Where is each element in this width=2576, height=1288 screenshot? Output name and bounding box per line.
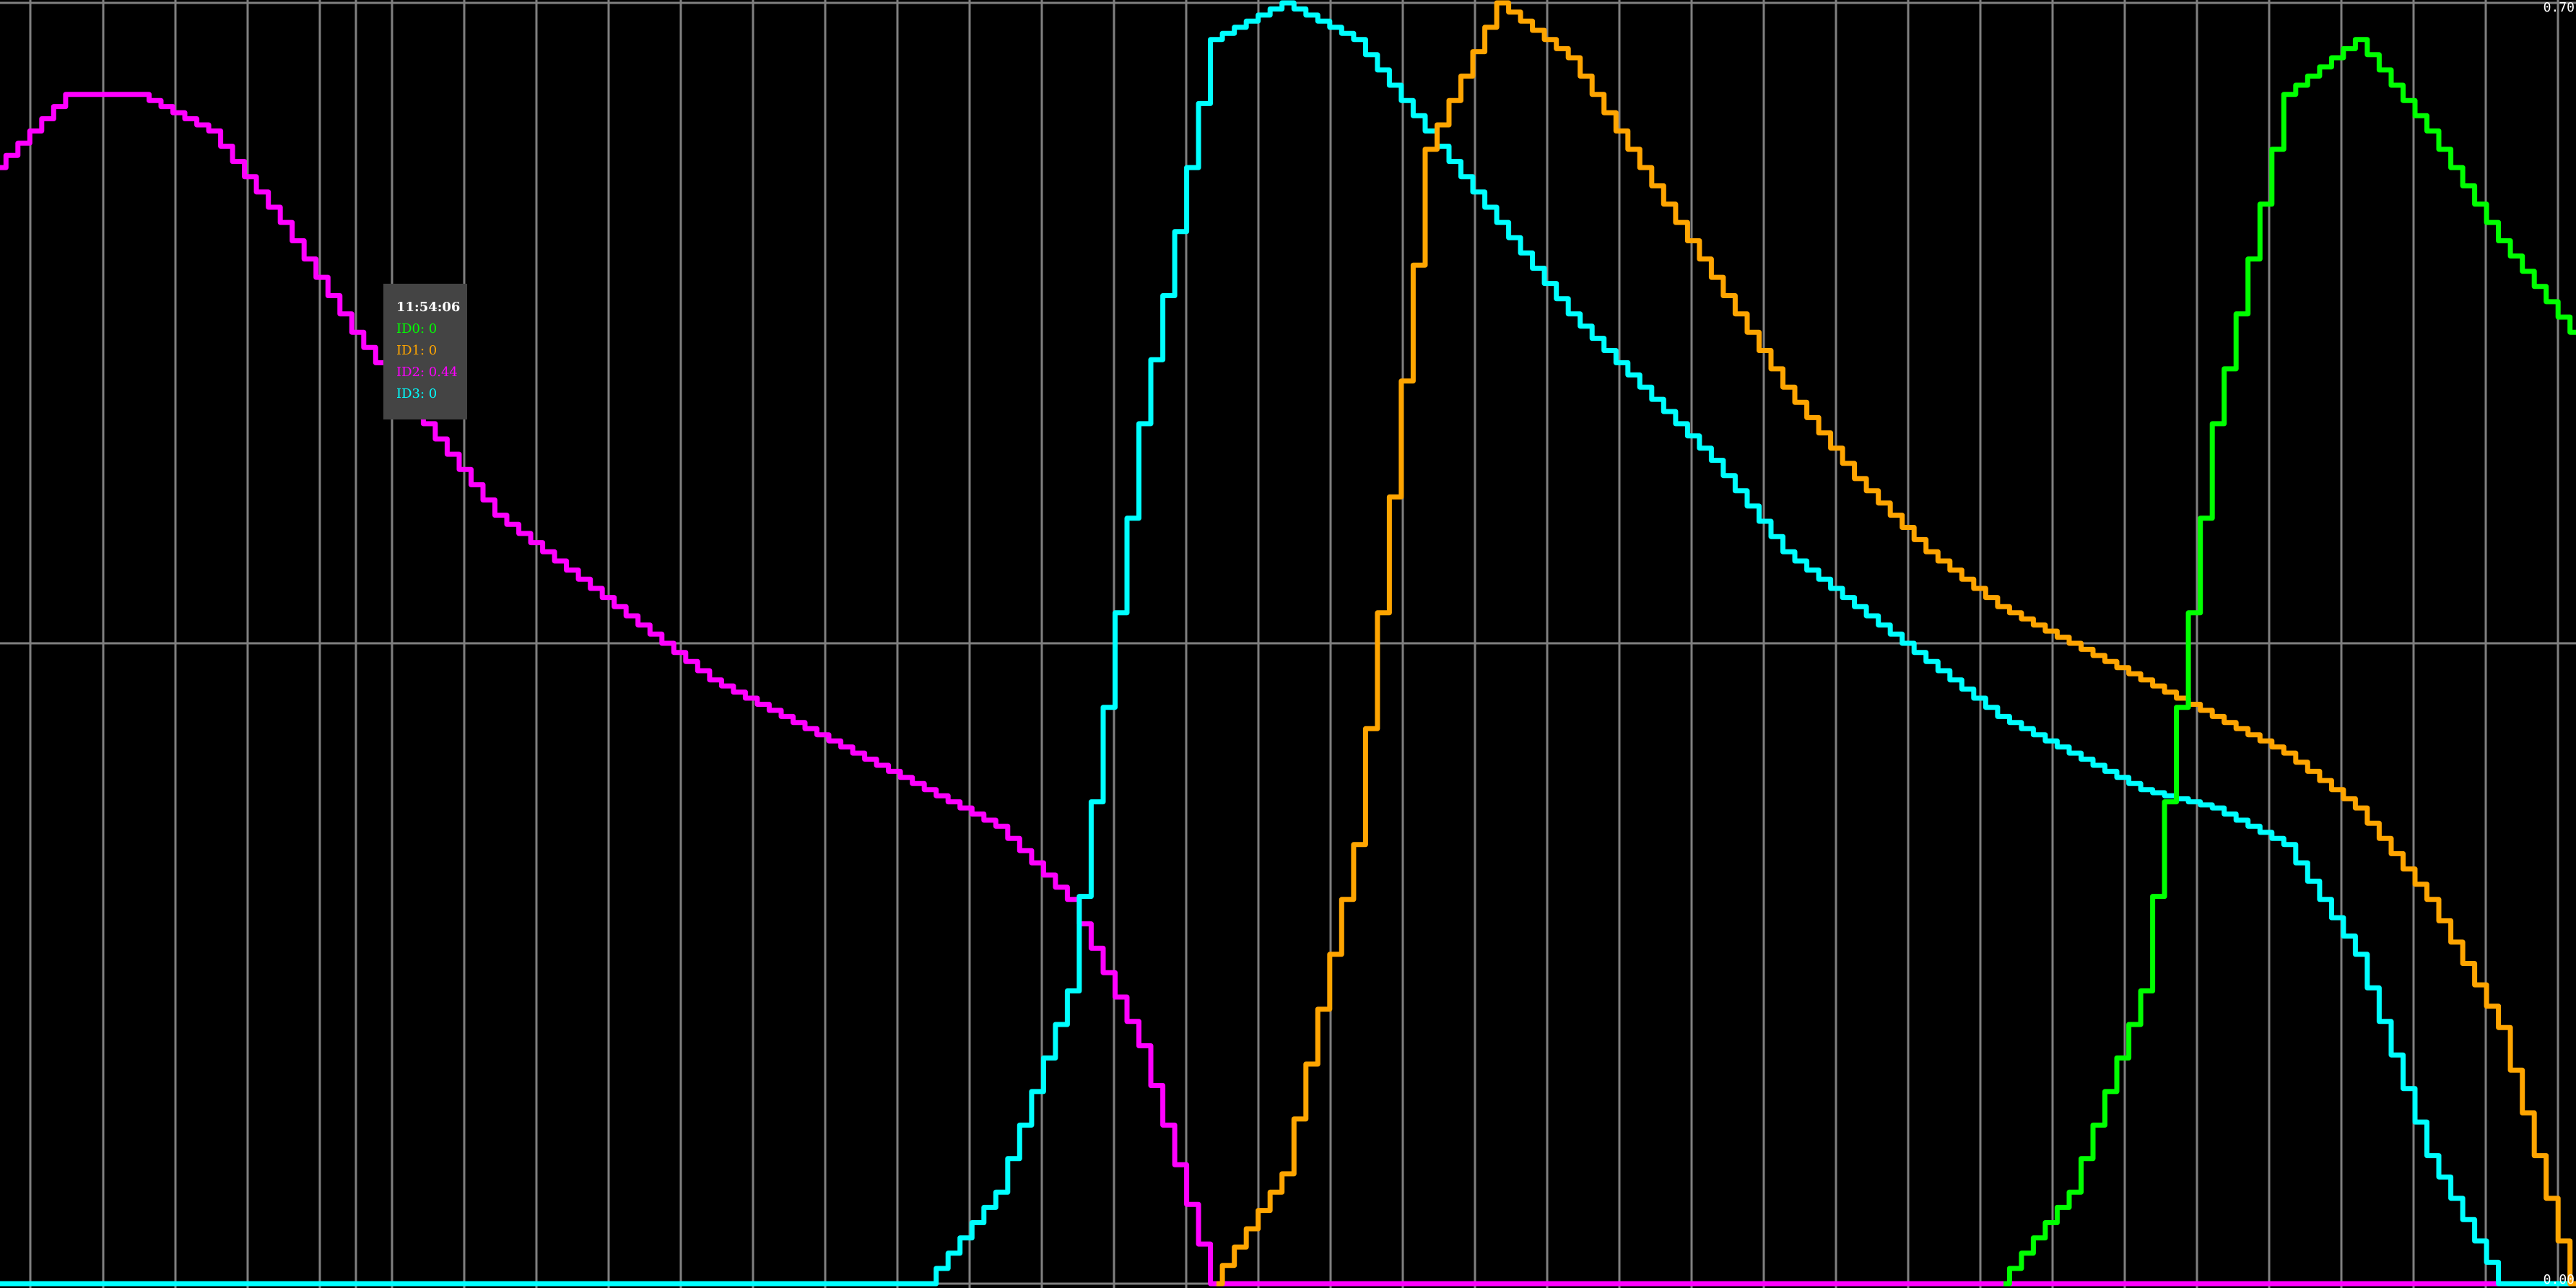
series-line-id0 xyxy=(2003,37,2576,1287)
series-line-id1 xyxy=(1216,0,2576,1287)
hover-tooltip: 11:54:06 ID0: 0 ID1: 0 ID2: 0.44 ID3: 0 xyxy=(383,284,467,419)
tooltip-row-id2: ID2: 0.44 xyxy=(396,365,458,380)
y-axis-max-label: 0.70 xyxy=(2543,0,2575,15)
series-line-id2 xyxy=(0,92,2576,1287)
tooltip-row-id0: ID0: 0 xyxy=(396,321,438,336)
tooltip-row-id3: ID3: 0 xyxy=(396,386,438,401)
y-axis-min-label: 0.00 xyxy=(2543,1272,2575,1287)
tooltip-time: 11:54:06 xyxy=(396,300,461,315)
tooltip-row-id1: ID1: 0 xyxy=(396,343,438,358)
